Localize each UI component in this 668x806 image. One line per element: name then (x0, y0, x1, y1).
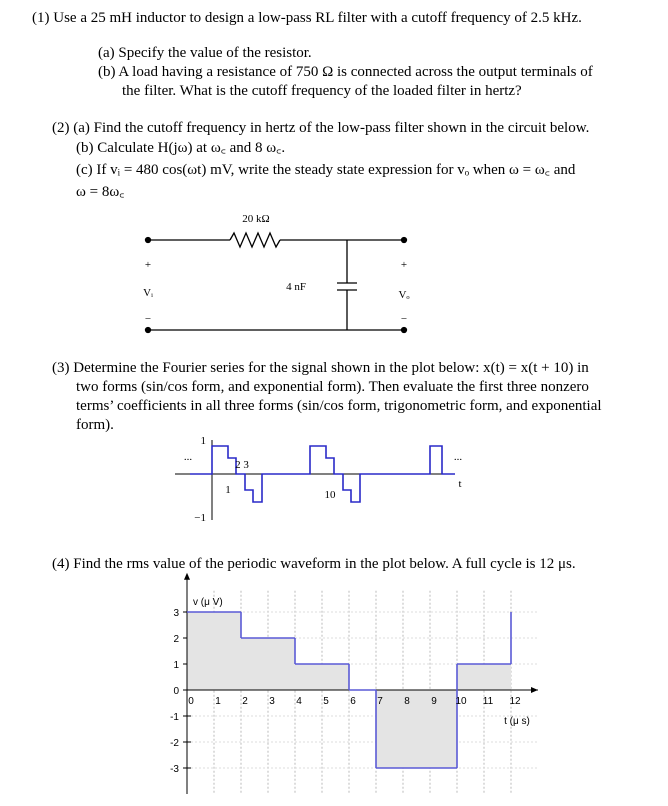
waveform-area (457, 664, 511, 690)
x-tick-label: 5 (323, 696, 329, 707)
problem-line: (b) A load having a resistance of 750 Ω … (98, 64, 593, 80)
circuit-label: Vₒ (398, 289, 409, 301)
problem-line: the filter. What is the cutoff frequency… (122, 83, 522, 99)
problem-line: (b) Calculate H(jω) at ω꜀ and 8 ω꜀. (76, 140, 285, 156)
waveform-area (376, 690, 457, 768)
x-tick-label: 12 (509, 696, 521, 707)
problem-line: (2) (a) Find the cutoff frequency in her… (52, 120, 589, 136)
signal-plot (175, 440, 455, 520)
circuit-label: − (401, 313, 407, 325)
y-tick-label: 3 (173, 608, 179, 619)
x-tick-label: 9 (431, 696, 437, 707)
waveform-area (241, 638, 295, 690)
plot-label: 10 (325, 489, 337, 501)
circuit-label: − (145, 313, 151, 325)
problem-line: ω = 8ω꜀ (76, 184, 124, 200)
plot-label: 2 3 (235, 459, 249, 471)
waveform-area (295, 664, 349, 690)
problem-line: (3) Determine the Fourier series for the… (52, 360, 589, 376)
problem-line: terms’ coefficients in all three forms (… (76, 398, 602, 414)
circuit-label: 20 kΩ (242, 213, 269, 225)
problem-line: (c) If vᵢ = 480 cos(ωt) mV, write the st… (76, 162, 576, 178)
y-axis-label: v (μ V) (193, 597, 223, 608)
y-tick-label: 0 (173, 686, 179, 697)
x-tick-label: 2 (242, 696, 248, 707)
waveform-area (187, 612, 241, 690)
plot-label: ... (454, 451, 463, 463)
circuit-label: + (145, 259, 151, 271)
plot-label: t (458, 478, 461, 490)
problem-line: form). (76, 417, 114, 433)
x-tick-label: 4 (296, 696, 302, 707)
circuit-label: Vᵢ (143, 287, 153, 299)
plot-label: 1 (225, 484, 231, 496)
x-tick-label: 1 (215, 696, 221, 707)
x-tick-label: 11 (483, 696, 494, 707)
x-tick-label: 3 (269, 696, 275, 707)
y-tick-label: 2 (173, 634, 179, 645)
problem-line: two forms (sin/cos form, and exponential… (76, 379, 589, 395)
x-axis-label: t (μ s) (504, 716, 530, 727)
circuit (144, 231, 408, 334)
y-tick-label: -2 (170, 738, 179, 749)
arrow (531, 687, 538, 693)
x-tick-label: 0 (188, 696, 194, 707)
x-tick-label: 6 (350, 696, 356, 707)
plot-label: −1 (194, 512, 206, 524)
problem-line: (4) Find the rms value of the periodic w… (52, 556, 576, 572)
plot-label: 1 (201, 435, 207, 447)
x-tick-label: 10 (455, 696, 467, 707)
circuit-label: 4 nF (286, 281, 306, 293)
x-tick-label: 8 (404, 696, 410, 707)
arrow (184, 572, 190, 580)
y-tick-label: 1 (173, 660, 179, 671)
x-tick-label: 7 (377, 696, 383, 707)
plot-label: ... (184, 451, 193, 463)
y-tick-label: -3 (170, 764, 179, 775)
signal (190, 445, 455, 503)
circuit-label: + (401, 259, 407, 271)
problem-line: (1) Use a 25 mH inductor to design a low… (32, 10, 582, 26)
problem-line: (a) Specify the value of the resistor. (98, 45, 312, 61)
y-tick-label: -1 (170, 712, 179, 723)
